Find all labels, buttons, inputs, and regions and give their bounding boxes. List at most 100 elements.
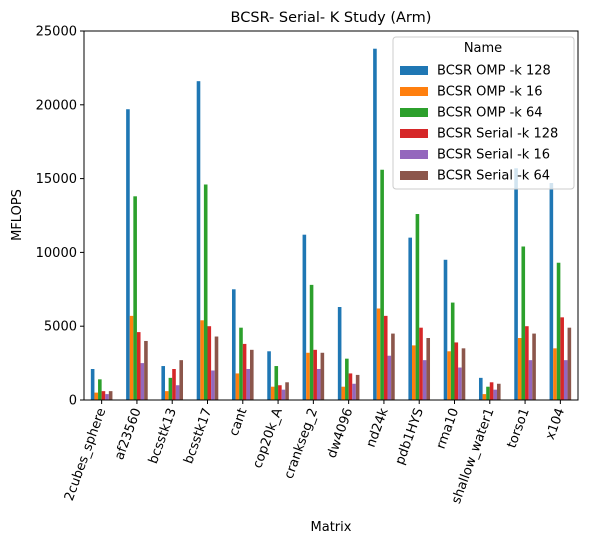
legend-swatch [400, 129, 428, 138]
x-tick-label: 2cubes_sphere [62, 406, 109, 503]
bar-bcsr-serial-k-16-nd24k [388, 356, 392, 400]
bar-bcsr-omp-k-128-x104 [550, 183, 554, 400]
bar-bcsr-omp-k-16-nd24k [377, 308, 381, 400]
bar-bcsr-omp-k-128-crankseg-2 [303, 235, 307, 400]
bar-bcsr-serial-k-64-shallow-water1 [497, 384, 501, 400]
bar-bcsr-omp-k-64-cant [239, 328, 243, 400]
bar-bcsr-serial-k-16-rma10 [458, 368, 462, 400]
bar-bcsr-omp-k-64-bcsstk17 [204, 185, 208, 401]
bar-bcsr-omp-k-64-2cubes-sphere [98, 379, 102, 400]
bar-bcsr-omp-k-64-shallow-water1 [486, 387, 490, 400]
x-tick-label: cant [227, 406, 251, 438]
legend-swatch [400, 171, 428, 180]
bar-bcsr-omp-k-128-cant [232, 289, 236, 400]
bar-bcsr-serial-k-64-torso1 [532, 334, 536, 400]
x-tick-label: bcsstk13 [146, 406, 180, 466]
y-axis-label: MFLOPS [10, 189, 25, 241]
bar-bcsr-omp-k-64-af23560 [133, 196, 137, 400]
bar-bcsr-omp-k-16-rma10 [447, 351, 451, 400]
bar-bcsr-serial-k-64-rma10 [462, 348, 466, 400]
x-axis: 2cubes_sphere af23560 bcsstk13 bcsstk17 cant… [62, 400, 568, 506]
bar-bcsr-omp-k-16-cop20k-a [271, 387, 275, 400]
y-tick-label: 5000 [44, 320, 77, 335]
x-tick-label: pdb1HYS [393, 406, 427, 467]
bar-bcsr-serial-k-64-cant [250, 350, 254, 400]
bar-bcsr-omp-k-16-pdb1hys [412, 345, 416, 400]
bar-bcsr-serial-k-16-torso1 [529, 360, 533, 400]
legend-title: Name [464, 41, 502, 56]
x-axis-label: Matrix [311, 520, 352, 535]
bar-bcsr-serial-k-64-dw4096 [356, 375, 360, 400]
bar-bcsr-serial-k-128-x104 [560, 317, 564, 400]
bar-bcsr-serial-k-128-dw4096 [349, 373, 353, 400]
legend-swatch [400, 108, 428, 117]
bar-bcsr-serial-k-16-2cubes-sphere [105, 394, 109, 400]
bar-bcsr-omp-k-128-bcsstk17 [197, 81, 201, 400]
bar-bcsr-serial-k-16-bcsstk17 [211, 370, 215, 400]
bar-bcsr-serial-k-128-pdb1hys [419, 328, 423, 400]
legend-label: BCSR Serial -k 64 [437, 169, 550, 184]
bar-bcsr-serial-k-64-bcsstk13 [179, 360, 183, 400]
legend-swatch [400, 150, 428, 159]
bar-bcsr-serial-k-16-x104 [564, 360, 568, 400]
bar-bcsr-serial-k-128-bcsstk17 [208, 326, 212, 400]
x-tick-label: x104 [543, 406, 568, 442]
x-tick-label: rma10 [434, 406, 463, 451]
bar-bcsr-omp-k-16-x104 [553, 348, 557, 400]
bar-bcsr-serial-k-128-shallow-water1 [490, 382, 494, 400]
x-tick-label: cop20k_A [250, 406, 286, 470]
bar-bcsr-omp-k-128-nd24k [373, 49, 377, 400]
bar-bcsr-omp-k-64-rma10 [451, 303, 455, 400]
bar-bcsr-serial-k-16-cant [246, 369, 250, 400]
bar-bcsr-omp-k-64-dw4096 [345, 359, 349, 400]
bar-bcsr-serial-k-16-bcsstk13 [176, 385, 180, 400]
bar-bcsr-omp-k-128-rma10 [444, 260, 448, 400]
bar-bcsr-omp-k-16-shallow-water1 [483, 394, 487, 400]
bar-bcsr-omp-k-128-torso1 [514, 168, 518, 400]
bar-bcsr-serial-k-16-af23560 [141, 363, 145, 400]
bar-bcsr-omp-k-16-cant [236, 373, 240, 400]
legend-label: BCSR Serial -k 16 [437, 148, 550, 163]
bar-bcsr-serial-k-64-pdb1hys [426, 338, 430, 400]
bar-bcsr-serial-k-128-rma10 [455, 342, 459, 400]
bar-bcsr-serial-k-64-cop20k-a [285, 382, 289, 400]
bar-bcsr-serial-k-128-torso1 [525, 326, 529, 400]
x-tick-label: nd24k [364, 406, 392, 450]
chart-title: BCSR- Serial- K Study (Arm) [231, 10, 432, 26]
bar-bcsr-serial-k-128-cop20k-a [278, 385, 282, 400]
legend-label: BCSR OMP -k 128 [437, 64, 551, 79]
bar-bcsr-serial-k-16-crankseg-2 [317, 369, 321, 400]
bar-bcsr-omp-k-128-dw4096 [338, 307, 342, 400]
y-tick-label: 25000 [36, 25, 77, 40]
bar-bcsr-serial-k-64-af23560 [144, 341, 148, 400]
bar-bcsr-omp-k-16-torso1 [518, 338, 522, 400]
bar-bcsr-omp-k-64-crankseg-2 [310, 285, 314, 400]
bar-bcsr-omp-k-16-crankseg-2 [306, 353, 310, 400]
bar-bcsr-omp-k-64-x104 [557, 263, 561, 400]
bar-bcsr-serial-k-64-x104 [568, 328, 572, 400]
x-tick-label: dw4096 [325, 406, 357, 460]
y-tick-label: 10000 [36, 246, 77, 261]
bar-bcsr-omp-k-16-dw4096 [341, 387, 345, 400]
x-tick-label: torso1 [505, 406, 533, 450]
y-tick-label: 20000 [36, 98, 77, 113]
bar-bcsr-omp-k-16-af23560 [130, 316, 134, 400]
x-tick-label: af23560 [112, 406, 145, 462]
bar-bcsr-serial-k-128-bcsstk13 [172, 369, 176, 400]
bar-bcsr-omp-k-64-bcsstk13 [169, 378, 173, 400]
bar-bcsr-serial-k-16-shallow-water1 [493, 390, 497, 400]
legend-label: BCSR OMP -k 16 [437, 85, 543, 100]
bar-bcsr-omp-k-64-torso1 [521, 247, 525, 401]
bar-bcsr-serial-k-64-bcsstk17 [215, 337, 219, 400]
y-axis: 0 5000 10000 15000 20000 25000 [36, 25, 84, 409]
x-tick-label: crankseg_2 [282, 406, 321, 481]
bar-bcsr-serial-k-16-pdb1hys [423, 360, 427, 400]
bar-bcsr-omp-k-128-af23560 [126, 109, 130, 400]
bar-bcsr-omp-k-128-pdb1hys [408, 238, 412, 400]
bar-bcsr-serial-k-128-2cubes-sphere [102, 391, 106, 400]
bar-bcsr-omp-k-16-2cubes-sphere [94, 393, 98, 400]
bar-bcsr-omp-k-128-bcsstk13 [161, 366, 165, 400]
